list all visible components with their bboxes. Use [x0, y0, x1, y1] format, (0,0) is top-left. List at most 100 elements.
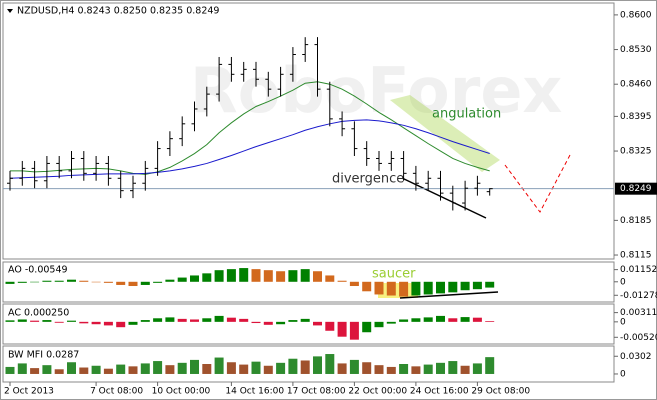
annotation: divergence [332, 172, 404, 187]
bar [399, 364, 409, 374]
bar [30, 320, 40, 322]
bar [226, 362, 236, 374]
bar [288, 358, 298, 374]
annotation: saucer [372, 267, 416, 282]
bar [349, 281, 359, 287]
current-price-label: 0.8249 [620, 184, 652, 194]
bar [300, 318, 310, 322]
bar [251, 321, 261, 324]
bar [214, 357, 224, 374]
bar [103, 368, 113, 374]
bar [436, 281, 445, 294]
bar [30, 368, 40, 374]
bar [288, 270, 298, 282]
bar [386, 281, 396, 296]
bar [263, 365, 273, 374]
bar [91, 321, 101, 325]
indicator-label: BW MFI 0.0287 [8, 350, 79, 361]
bar [153, 318, 163, 322]
bar [54, 321, 64, 323]
bar [399, 319, 409, 322]
bar [91, 281, 101, 283]
bar [362, 321, 372, 333]
bar [276, 271, 286, 282]
y-tick-label: 0.8600 [620, 10, 652, 20]
bar [79, 321, 89, 324]
bar [485, 281, 495, 288]
bar [386, 321, 396, 324]
bar [423, 317, 433, 322]
bar [214, 270, 224, 282]
bar [177, 318, 187, 322]
bar [288, 320, 298, 322]
bar [325, 275, 335, 282]
bar [5, 281, 15, 284]
bar [116, 281, 126, 285]
x-tick-label: 7 Oct 08:00 [90, 387, 143, 397]
bar [79, 367, 89, 374]
bar [460, 365, 470, 374]
bar [411, 366, 421, 374]
bar [472, 281, 482, 290]
bar [42, 365, 52, 374]
bar [128, 321, 138, 325]
bar [226, 317, 236, 322]
bar [337, 321, 347, 337]
bar [251, 269, 261, 282]
bar [313, 321, 322, 326]
title-marker [7, 9, 13, 13]
y-tick-label: -0.01278 [620, 291, 657, 301]
y-tick-label: 0.01152 [620, 265, 657, 275]
bar [423, 364, 433, 374]
bar [5, 366, 15, 374]
bar [128, 366, 138, 374]
y-tick-label: 0.8460 [620, 80, 652, 90]
bar [349, 359, 359, 374]
y-tick-label: 0 [620, 317, 626, 327]
x-tick-label: 17 Oct 08:00 [287, 387, 346, 397]
x-tick-label: 24 Oct 16:00 [410, 387, 469, 397]
y-tick-label: 0.8185 [620, 216, 652, 226]
bar [30, 281, 40, 283]
bar [190, 359, 199, 374]
bar [239, 318, 249, 322]
bar [448, 361, 458, 374]
bar [165, 317, 175, 322]
y-tick-label: 0 [620, 277, 626, 287]
moving-average [9, 119, 490, 179]
bar [103, 321, 113, 326]
y-tick-label: 0.8395 [620, 112, 652, 122]
chart-title: NZDUSD,H4 0.8243 0.8250 0.8235 0.8249 [17, 6, 219, 17]
moving-average [10, 81, 490, 175]
bar [411, 318, 421, 322]
bar [485, 321, 495, 322]
bar [313, 356, 322, 374]
bar [165, 279, 175, 282]
bar [263, 270, 273, 282]
y-tick-label: 0.00311 [620, 308, 657, 318]
bar [140, 320, 150, 322]
bar [386, 366, 396, 374]
bar [436, 362, 445, 374]
bar [362, 362, 372, 374]
bar [276, 321, 286, 325]
bar [67, 279, 76, 282]
watermark: RoboForex [190, 54, 562, 127]
bar [214, 315, 224, 322]
bar [128, 281, 138, 287]
bar [362, 281, 372, 292]
bar [202, 318, 212, 322]
x-tick-label: 2 Oct 2013 [4, 387, 54, 397]
bar [202, 273, 212, 282]
bar [411, 281, 421, 296]
forecast-line [504, 154, 571, 213]
bar [140, 363, 150, 374]
bar [202, 364, 212, 374]
bar [116, 364, 126, 374]
bar [337, 363, 347, 374]
bar [190, 275, 199, 282]
bar [374, 321, 384, 328]
bar [140, 281, 150, 285]
